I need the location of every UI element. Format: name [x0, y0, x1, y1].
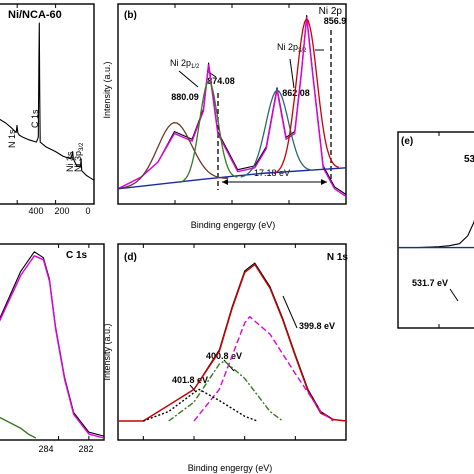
- panel-a-xtick: 400: [28, 206, 43, 216]
- panel-b-title: Ni 2p: [319, 6, 343, 17]
- panel-d-peak-label: 400.8 eV: [206, 351, 242, 361]
- panel-e-title: 53: [464, 154, 474, 165]
- panel-b-xlabel: Binding engergy (eV): [191, 220, 276, 230]
- panel-b-ni2p32-label: Ni 2p3/2: [277, 42, 307, 54]
- panel-b-ni2p12-label: Ni 2p1/2: [170, 58, 200, 70]
- panel-a: Ni/NCA-60 400 200 0 N 1s C 1s Ni 3s Ni 3…: [7, 9, 91, 216]
- panel-d-peak-label: 401.8 eV: [172, 375, 208, 385]
- panel-b-peak-label: 880.09: [171, 92, 199, 102]
- fit-component-b-2: [240, 89, 313, 178]
- plot-frame-(e): [397, 131, 474, 329]
- series-line-(d)-2: [193, 316, 334, 422]
- plot-frame-(a): [0, 3, 95, 205]
- panel-b-peak-label: 856.9: [324, 16, 347, 26]
- panel-a-title: Ni/NCA-60: [8, 9, 62, 21]
- panel-a-peak-label: Ni 3p3/2: [73, 142, 85, 172]
- panel-d-xlabel: Binding engergy (eV): [188, 463, 273, 473]
- series-line-(d)-1: [118, 263, 347, 422]
- series-line-(d)-4: [143, 388, 258, 422]
- panel-b-peak-label: 862.08: [282, 88, 310, 98]
- panel-d-ylabel: Intensity (a.u.): [102, 323, 112, 380]
- panel-e-pointer: [449, 288, 459, 302]
- panel-d-pointer: [282, 295, 298, 329]
- series-line-(d)-3: [168, 360, 284, 422]
- plot-frame-(c): [0, 243, 105, 441]
- panel-b-ylabel: Intensity (a.u.): [102, 61, 112, 118]
- series-line-(b)-1: [117, 16, 347, 197]
- series-line-(c)-2: [0, 416, 37, 439]
- panel-a-xtick: 200: [54, 206, 69, 216]
- series-line-(c)-0: [0, 251, 105, 437]
- panel-d-pointer: [189, 384, 197, 393]
- panel-b-letter: (b): [124, 10, 137, 21]
- series-line-(a)-0: [0, 22, 95, 181]
- panel-c-xtick: 284: [38, 444, 53, 454]
- panel-a-peak-label: Ni 3s: [65, 151, 75, 172]
- panel-e-peak-label: 531.7 eV: [412, 278, 448, 288]
- panel-d-title: N 1s: [327, 252, 349, 263]
- panel-b-pointer: [178, 70, 199, 88]
- panel-c: C 1s 284 282: [38, 250, 93, 454]
- panel-e-letter: (e): [401, 136, 413, 147]
- panel-c-xtick: 282: [78, 444, 93, 454]
- panel-b-pointer: [289, 58, 295, 89]
- fit-component-b-3: [273, 18, 339, 175]
- panel-b-peak-label: 874.08: [207, 76, 235, 86]
- fit-component-b-0: [119, 122, 229, 189]
- panel-a-xtick: 0: [85, 206, 90, 216]
- panel-c-title: C 1s: [66, 250, 88, 261]
- panel-d-letter: (d): [124, 252, 137, 263]
- fit-component-b-1: [179, 80, 238, 184]
- series-line-(c)-1: [0, 255, 105, 439]
- panel-e: (e) 53 531.7 eV: [401, 136, 474, 302]
- panel-a-peak-label: C 1s: [30, 109, 40, 128]
- series-line-(e)-0: [398, 219, 474, 249]
- panel-d: (d) N 1s Intensity (a.u.) Binding engerg…: [102, 252, 348, 473]
- panel-d-peak-label: 399.8 eV: [299, 321, 335, 331]
- plot-frame-(d): [117, 243, 347, 441]
- series-line-(b)-2: [117, 167, 347, 190]
- panel-a-peak-label: N 1s: [7, 129, 17, 148]
- plot-layer: [0, 3, 474, 441]
